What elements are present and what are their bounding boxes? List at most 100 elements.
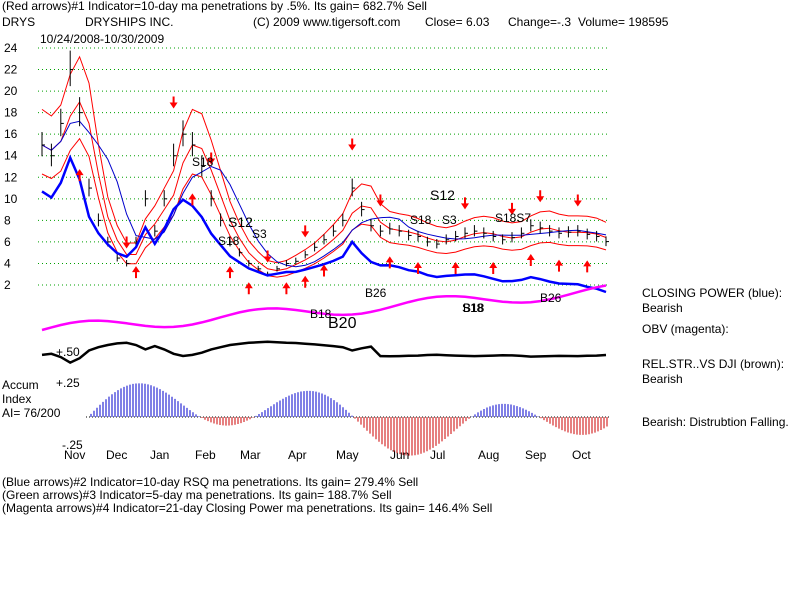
accum-title: Accum: [2, 378, 39, 392]
signal-label: S18: [192, 155, 214, 169]
signal-label: S18: [410, 213, 432, 227]
accum-status: Bearish: Distrubtion Falling.: [642, 415, 789, 429]
footer-magenta-indicator: (Magenta arrows)#4 Indicator=21-day Clos…: [2, 501, 493, 515]
y-tick-label: 14: [4, 149, 18, 163]
down-arrow: [573, 194, 582, 207]
rel-str-line: [41, 340, 607, 365]
signal-label: S3: [442, 213, 457, 227]
up-arrow: [132, 266, 140, 279]
y-tick-label: 24: [4, 41, 18, 55]
y-tick-label: 10: [4, 192, 18, 206]
y-tick-label: 22: [4, 63, 18, 77]
down-arrow: [508, 202, 516, 215]
down-arrow: [461, 197, 469, 210]
down-arrow: [376, 194, 385, 207]
accum-tick-mid: +.25: [56, 376, 80, 390]
x-tick-label: Aug: [478, 448, 499, 462]
x-tick-label: May: [336, 448, 359, 462]
y-tick-label: 2: [4, 278, 11, 292]
signal-label: S12: [228, 214, 253, 230]
y-tick-label: 20: [4, 84, 18, 98]
up-arrow: [320, 264, 328, 277]
up-arrow: [75, 169, 84, 182]
company-name: DRYSHIPS INC.: [85, 15, 174, 29]
x-tick-label: Jul: [430, 448, 445, 462]
accum-subtitle: Index: [2, 392, 32, 406]
signal-label: B26: [540, 291, 562, 305]
x-tick-label: Jun: [390, 448, 409, 462]
month-x-ticks: Nov Dec Jan Feb Mar Apr May Jun Jul Aug Sep Oct: [64, 448, 591, 462]
signal-label: S12: [430, 187, 455, 203]
x-tick-label: Jan: [150, 448, 169, 462]
accum-tick-top: +.50: [56, 345, 80, 359]
accum-ai: AI= 76/200: [2, 406, 61, 420]
signal-label: B18: [463, 301, 485, 315]
down-arrow: [348, 138, 357, 151]
obv-series: [41, 284, 607, 332]
x-tick-label: Oct: [572, 448, 591, 462]
down-arrow: [301, 225, 310, 238]
y-tick-label: 12: [4, 170, 18, 184]
up-arrow: [451, 262, 460, 275]
up-arrow: [489, 262, 498, 275]
price-gridlines: [38, 47, 610, 286]
lower-band: [41, 137, 607, 278]
y-tick-label: 18: [4, 106, 18, 120]
price-series: [41, 50, 609, 277]
x-tick-label: Mar: [240, 448, 261, 462]
up-arrow: [188, 193, 197, 206]
accum-tick-bottom: -.25: [62, 438, 83, 452]
x-tick-label: Dec: [106, 448, 127, 462]
signal-label: B20: [328, 315, 357, 332]
footer-green-indicator: (Green arrows)#3 Indicator=5-day ma pene…: [2, 488, 392, 502]
up-arrow: [555, 259, 563, 272]
footer-blue-indicator: (Blue arrows)#2 Indicator=10-day RSQ ma …: [2, 475, 419, 489]
y-tick-label: 6: [4, 235, 11, 249]
signal-label: S18: [218, 234, 240, 248]
closing-power-status: Bearish: [642, 301, 683, 315]
up-arrow: [226, 266, 234, 279]
accum-index-series: [86, 383, 610, 456]
y-tick-label: 16: [4, 127, 18, 141]
close-value: Close= 6.03: [425, 15, 490, 29]
closing-power-series: [41, 154, 607, 294]
up-arrow: [583, 260, 592, 273]
rel-str-label: REL.STR..VS DJI (brown):: [642, 357, 785, 371]
rel-str-status: Bearish: [642, 372, 683, 386]
obv-line: [41, 284, 607, 332]
down-arrow: [263, 250, 272, 263]
change-value: Change=-.3: [508, 15, 572, 29]
up-arrow: [414, 262, 422, 275]
signal-label: B26: [365, 286, 387, 300]
x-tick-label: Sep: [525, 448, 547, 462]
price-y-ticks: 24 22 20 18 16 14 12 10 8 6 4 2: [4, 41, 18, 292]
signal-label: B18: [310, 307, 332, 321]
up-arrow: [301, 275, 310, 288]
closing-power-label: CLOSING POWER (blue):: [642, 286, 783, 300]
down-arrow: [207, 152, 216, 165]
rel-str-series: [41, 340, 607, 365]
x-tick-label: Nov: [64, 448, 85, 462]
up-arrow: [526, 253, 535, 266]
y-tick-label: 4: [4, 256, 11, 270]
up-arrow: [244, 282, 253, 295]
up-arrow: [385, 256, 394, 269]
ticker-symbol: DRYS: [2, 15, 36, 29]
down-arrow: [122, 236, 131, 249]
copyright-text: (C) 2009 www.tigersoft.com: [253, 15, 401, 29]
down-arrow: [536, 190, 545, 203]
signal-label: S3: [252, 227, 267, 241]
closing-power-line: [41, 154, 607, 294]
down-arrow: [169, 96, 178, 109]
date-range: 10/24/2008-10/30/2009: [40, 32, 165, 46]
signal-label: S18S7: [495, 211, 531, 225]
signal-arrows: [75, 96, 592, 295]
up-arrow: [282, 282, 291, 295]
x-tick-label: Feb: [195, 448, 216, 462]
obv-label: OBV (magenta):: [642, 322, 729, 336]
volume-value: Volume= 198595: [578, 15, 669, 29]
y-tick-label: 8: [4, 213, 11, 227]
x-tick-label: Apr: [288, 448, 307, 462]
